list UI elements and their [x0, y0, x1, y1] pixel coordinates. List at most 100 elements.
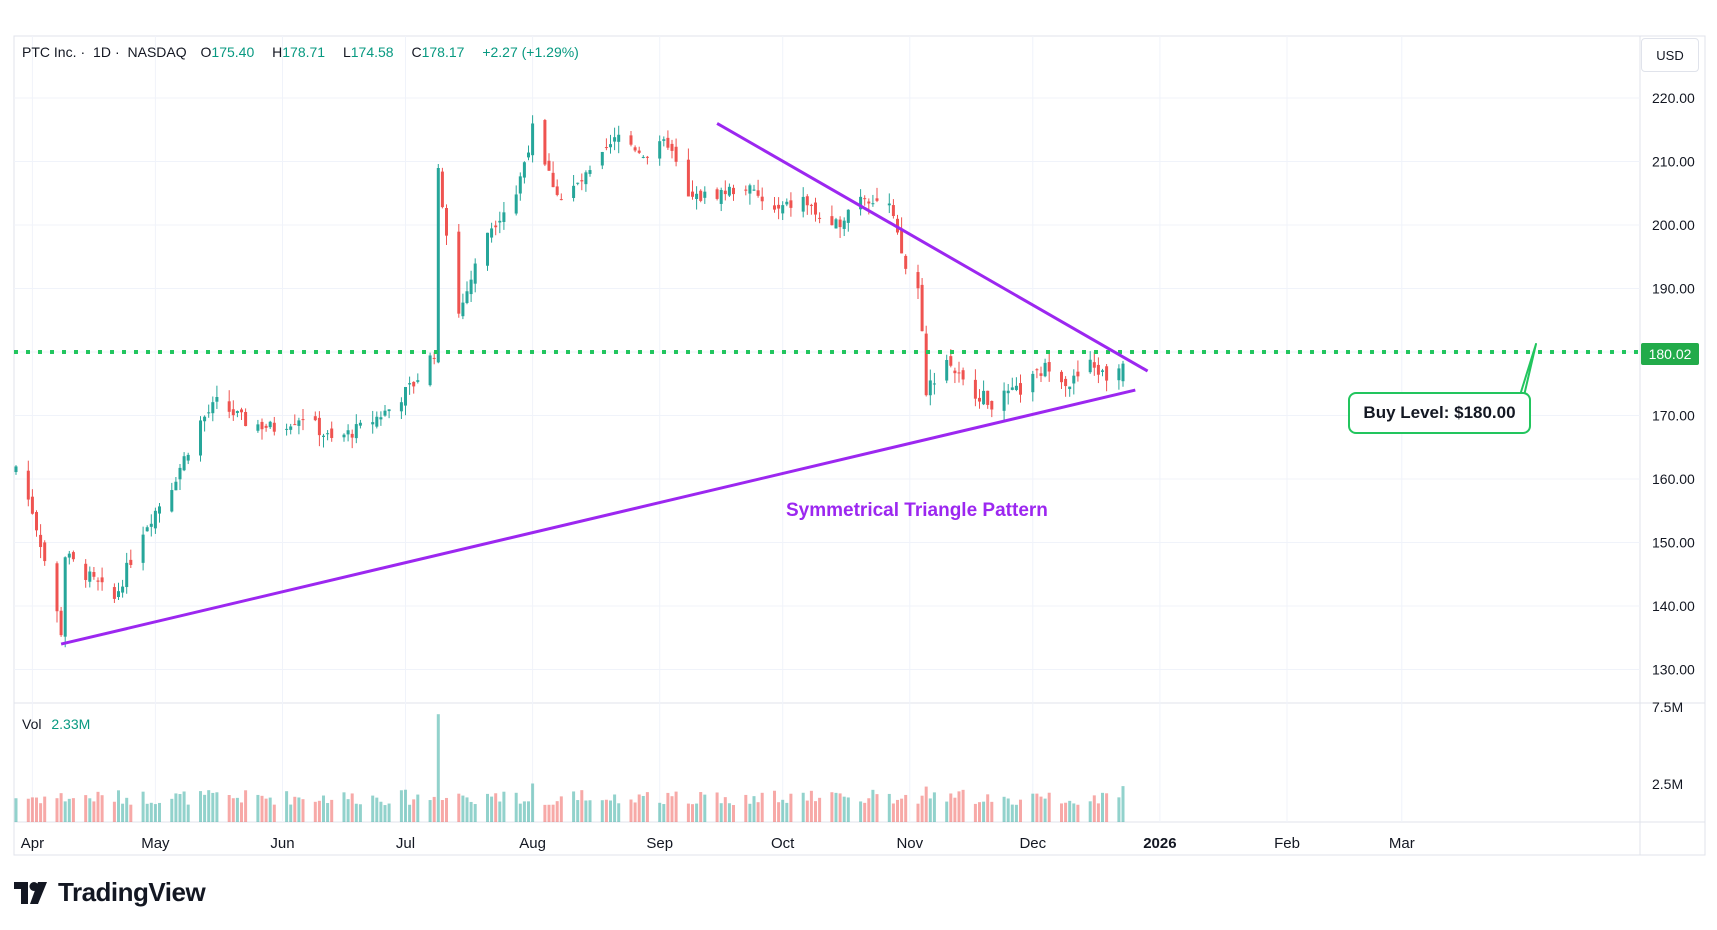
volume-bar — [978, 802, 981, 822]
currency-button[interactable]: USD — [1641, 38, 1699, 72]
candle-body — [830, 216, 834, 226]
candle-body — [494, 225, 498, 228]
volume-bar — [986, 794, 990, 822]
grid — [13, 35, 1706, 856]
volume-bar — [264, 798, 268, 822]
volume-bar — [920, 795, 924, 822]
candle-body — [576, 182, 580, 184]
buy-level-callout[interactable]: Buy Level: $180.00 — [1348, 392, 1531, 434]
y-tick-label: 200.00 — [1652, 217, 1695, 233]
high-label: H — [272, 44, 283, 60]
pattern-label[interactable]: Symmetrical Triangle Pattern — [786, 500, 1048, 521]
open-value: 175.40 — [211, 44, 255, 60]
volume-bar — [809, 790, 813, 822]
x-tick-label: Mar — [1389, 835, 1415, 852]
volume-bar — [641, 795, 645, 822]
volume-bar — [1068, 800, 1072, 822]
candle-body — [1092, 362, 1096, 368]
volume-bar — [317, 800, 321, 822]
candle-body — [1014, 385, 1018, 390]
volume-bar — [428, 800, 432, 822]
volume-bar — [178, 794, 182, 822]
candle-body — [645, 156, 649, 158]
volume-bar — [924, 786, 928, 822]
low-value: 174.58 — [350, 44, 394, 60]
interval[interactable]: 1D — [93, 44, 111, 60]
volume-bar — [547, 804, 551, 822]
candle-body — [920, 284, 924, 332]
volume-bar — [945, 801, 949, 822]
volume-bar — [100, 795, 104, 822]
candle-body — [752, 189, 756, 191]
candle-body — [522, 162, 526, 178]
volume-bar — [896, 799, 899, 822]
candle-body — [900, 228, 904, 254]
candle-body — [129, 559, 133, 565]
candle-body — [301, 419, 305, 421]
buy-level-price-tag: 180.02 — [1641, 343, 1699, 365]
candle-body — [88, 571, 92, 582]
candle-body — [326, 433, 330, 435]
volume-bar — [752, 796, 756, 822]
volume-bar — [629, 799, 633, 822]
volume-bar — [842, 796, 846, 822]
volume-bar — [1043, 798, 1047, 822]
candle-body — [904, 255, 908, 269]
y-tick-label: 210.00 — [1652, 154, 1695, 170]
y-tick-label: 130.00 — [1652, 662, 1695, 678]
candle-body — [404, 386, 407, 406]
symbol-name[interactable]: PTC Inc. — [22, 44, 77, 60]
volume-bar — [88, 798, 92, 822]
candle-body — [289, 426, 293, 430]
candle-body — [186, 454, 190, 461]
candle-body — [26, 470, 30, 500]
candle-body — [1060, 371, 1063, 383]
candle-body — [1096, 364, 1100, 375]
candle-body — [949, 356, 953, 366]
x-tick-label: 2026 — [1143, 835, 1176, 852]
candle-body — [256, 424, 260, 431]
candle-body — [149, 523, 153, 527]
trendline-lower — [60, 388, 1136, 646]
volume-bar — [801, 792, 805, 822]
candle-body — [924, 333, 928, 396]
volume-bar — [387, 803, 391, 822]
candle-body — [35, 512, 38, 531]
candle-body — [727, 186, 731, 196]
candle-body — [199, 420, 202, 456]
candle-body — [260, 421, 264, 430]
volume-bar — [445, 797, 448, 822]
volume-bar — [773, 790, 776, 822]
candle-body — [207, 412, 211, 414]
x-tick-label: Sep — [646, 835, 673, 852]
volume-bar — [932, 792, 936, 822]
change-value: +2.27 (+1.29%) — [482, 44, 579, 60]
axes: 220.00210.00200.00190.00180.00170.00160.… — [21, 90, 1695, 852]
overlays — [14, 122, 1640, 646]
volume-bar — [1060, 803, 1063, 822]
candle-body — [272, 422, 276, 432]
volume-bar — [609, 800, 612, 822]
volume-bar — [785, 802, 789, 822]
candle-body — [432, 357, 436, 359]
volume-bar — [777, 802, 781, 822]
tradingview-logo[interactable]: TradingView — [14, 877, 206, 908]
candle-body — [473, 263, 477, 284]
volume-bar — [723, 797, 727, 822]
volume-bar — [84, 795, 88, 822]
volume-bar — [412, 799, 416, 822]
volume-bar — [928, 798, 932, 822]
volume-bar — [957, 791, 961, 822]
candle-body — [1035, 369, 1039, 371]
volume-bar — [875, 794, 879, 822]
volume-bar — [867, 798, 871, 822]
candle-body — [178, 467, 182, 480]
volume-bar — [514, 792, 518, 822]
high-value: 178.71 — [282, 44, 326, 60]
volume-bar — [121, 803, 125, 822]
volume-bar — [699, 792, 703, 822]
close-label: C — [411, 44, 422, 60]
candle-body — [945, 359, 949, 381]
candle-body — [773, 205, 776, 210]
